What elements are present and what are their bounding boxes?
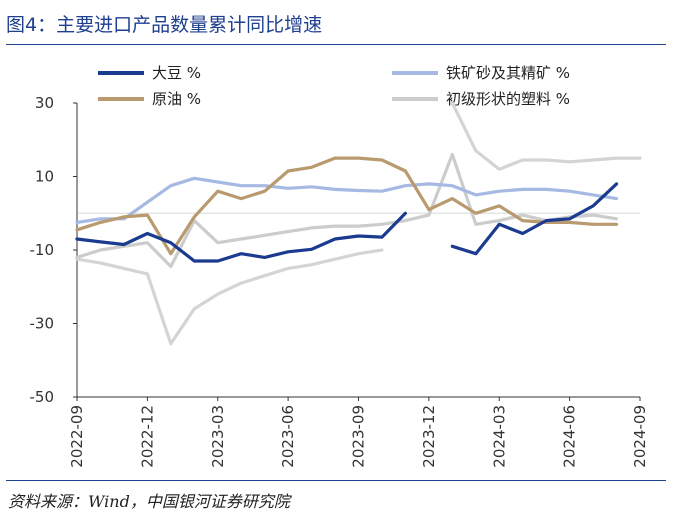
x-tick-label: 2023-12 bbox=[420, 405, 438, 468]
y-tick-label: 30 bbox=[35, 94, 54, 112]
line-chart: 大豆 % 原油 % 铁矿砂及其精矿 % 初级形状的塑料 % 30 10 -10 -30 -50… bbox=[30, 64, 650, 468]
y-tick-label: -10 bbox=[30, 241, 55, 259]
source-note: 资料来源：Wind，中国银河证券研究院 bbox=[8, 492, 290, 511]
series-line-1 bbox=[75, 176, 619, 224]
y-tick-label: -50 bbox=[30, 388, 55, 406]
series-line-4 bbox=[75, 101, 642, 346]
x-tick-label: 2022-12 bbox=[138, 405, 156, 468]
x-axis-labels: 2022-09 2022-12 2023-03 2023-06 2023-09 2023-… bbox=[68, 405, 649, 468]
footer-divider bbox=[6, 480, 666, 481]
y-tick-label: -30 bbox=[30, 315, 55, 333]
x-tick-label: 2024-03 bbox=[490, 405, 508, 468]
legend-label: 初级形状的塑料 % bbox=[446, 90, 570, 108]
legend-label: 大豆 % bbox=[152, 64, 201, 82]
series-line-2 bbox=[75, 156, 619, 256]
x-tick-label: 2024-09 bbox=[631, 405, 649, 468]
legend-label: 原油 % bbox=[152, 90, 201, 108]
x-tick-label: 2022-09 bbox=[68, 405, 86, 468]
chart-legend: 大豆 % 原油 % 铁矿砂及其精矿 % 初级形状的塑料 % bbox=[98, 64, 570, 108]
chart-lines bbox=[75, 101, 642, 346]
legend-label: 铁矿砂及其精矿 % bbox=[446, 64, 570, 82]
series-line-0 bbox=[75, 182, 619, 263]
x-tick-label: 2023-06 bbox=[279, 405, 297, 468]
chart-title: 图4：主要进口产品数量累计同比增速 bbox=[6, 14, 323, 36]
y-tick-label: 10 bbox=[35, 168, 54, 186]
x-tick-label: 2023-03 bbox=[209, 405, 227, 468]
title-divider bbox=[6, 44, 666, 45]
chart-axes: 30 10 -10 -30 -50 bbox=[30, 94, 641, 406]
x-tick-label: 2024-06 bbox=[561, 405, 579, 468]
x-tick-label: 2023-09 bbox=[350, 405, 368, 468]
series-line-3 bbox=[75, 152, 619, 269]
